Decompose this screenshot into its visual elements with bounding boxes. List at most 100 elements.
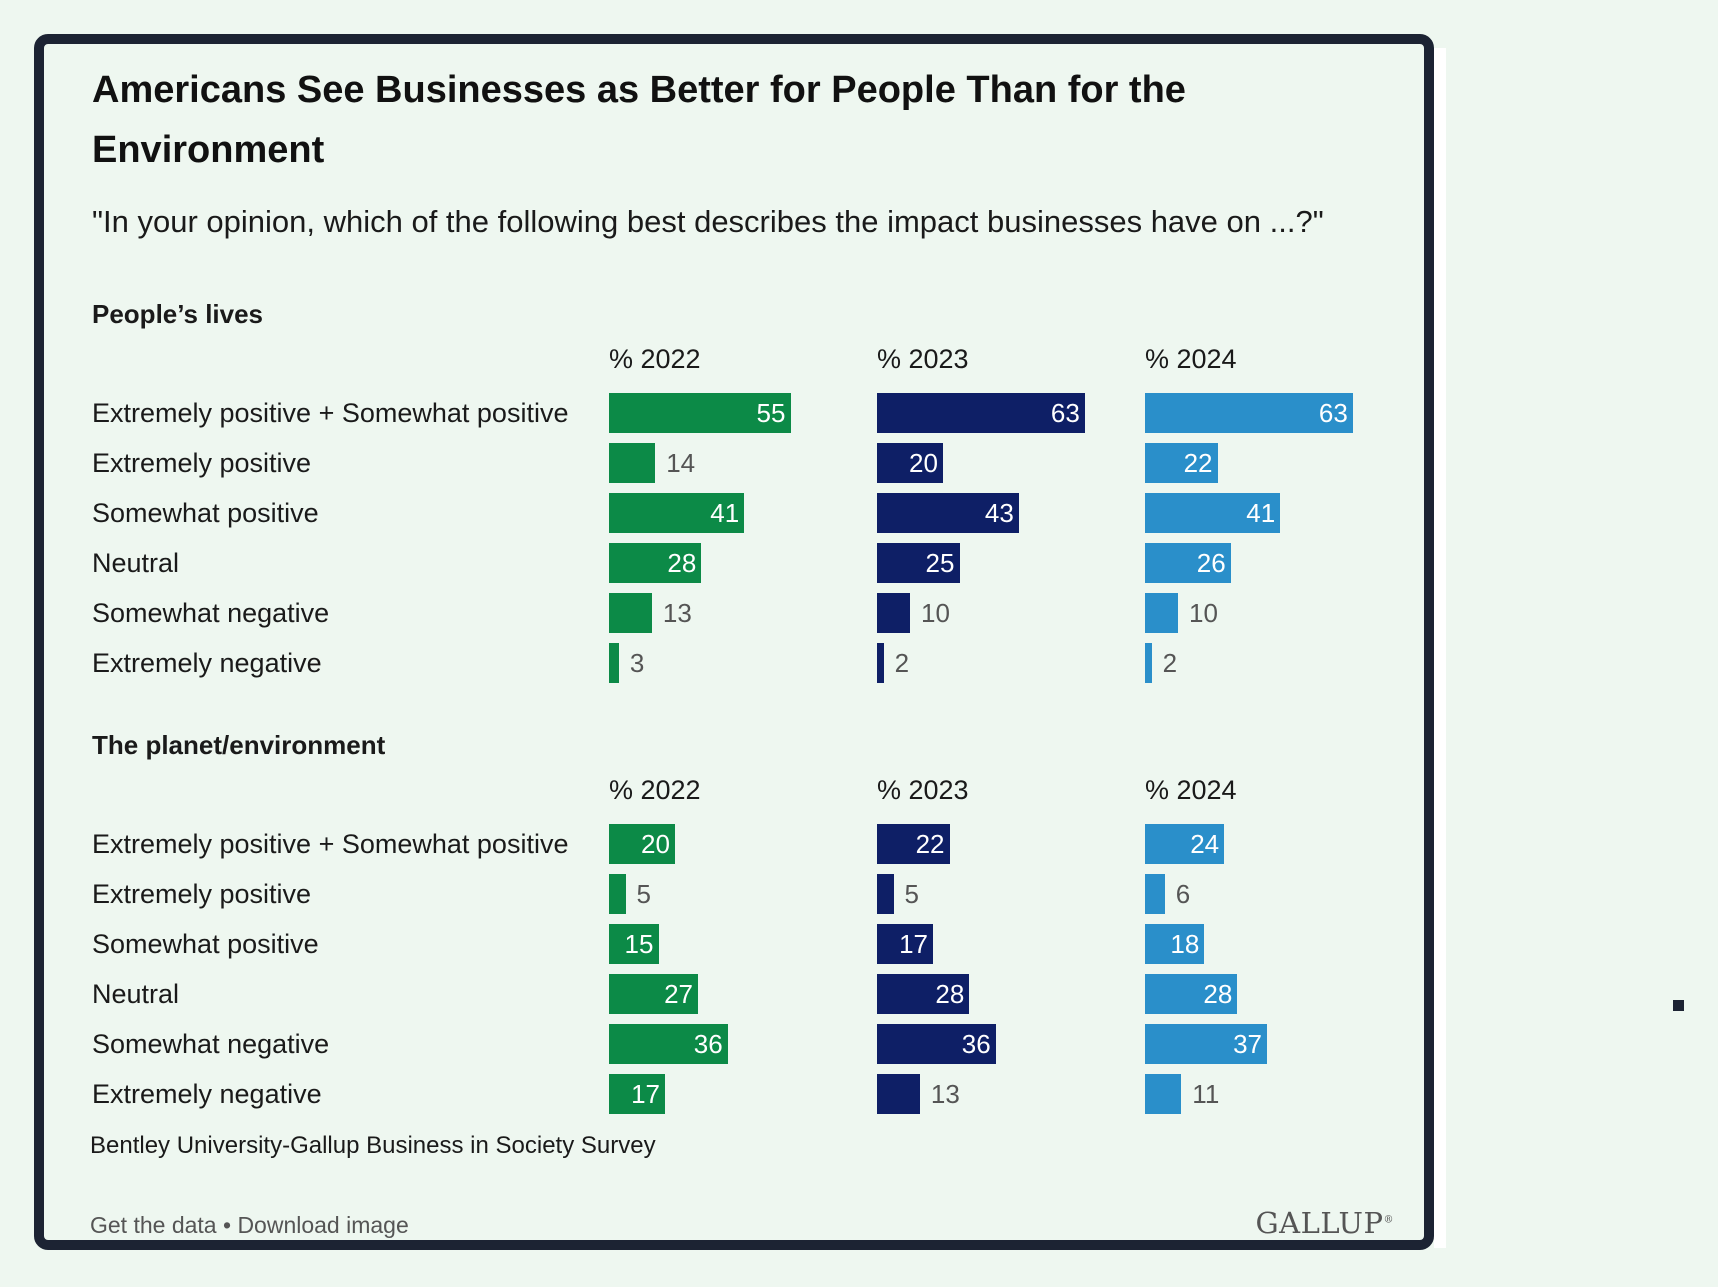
bar-value-label: 2 — [894, 648, 910, 678]
column-header-2023: % 2023 — [877, 344, 969, 374]
section-title: People’s lives — [92, 299, 264, 329]
bar-value-label: 2 — [1162, 648, 1178, 678]
bar-value-label: 10 — [1189, 598, 1218, 628]
column-header-2024: % 2024 — [1145, 775, 1237, 805]
bar-value-label: 36 — [693, 1029, 723, 1059]
logo-mark: ® — [1383, 1214, 1394, 1226]
bar-value-label: 20 — [641, 829, 670, 859]
bar-2023 — [877, 974, 970, 1014]
category-label: Neutral — [92, 548, 180, 578]
download-image-link[interactable]: Download image — [237, 1212, 409, 1238]
category-label: Somewhat positive — [92, 929, 319, 959]
chart-title: Americans See Businesses as Better for P… — [92, 69, 1186, 171]
bar-2022 — [609, 974, 699, 1014]
bar-value-label: 18 — [1170, 929, 1200, 959]
bar-value-label: 3 — [629, 648, 645, 678]
bar-value-label: 22 — [1183, 448, 1213, 478]
bar-value-label: 36 — [961, 1029, 991, 1059]
bar-2022 — [609, 1074, 666, 1114]
category-label: Somewhat negative — [92, 598, 330, 628]
category-label: Somewhat negative — [92, 1029, 330, 1059]
bar-2024 — [1145, 393, 1353, 433]
bar-value-label: 13 — [930, 1079, 960, 1109]
bar-value-label: 27 — [664, 979, 694, 1009]
bar-2024 — [1145, 1074, 1182, 1114]
bar-2024 — [1145, 443, 1218, 483]
bar-2022 — [609, 443, 656, 483]
chart-card: Americans See Businesses as Better for P… — [34, 34, 1434, 1250]
bar-value-label: 24 — [1190, 829, 1220, 859]
bar-2024 — [1145, 593, 1178, 633]
source-note: Bentley University-Gallup Business in So… — [90, 1132, 656, 1159]
bar-value-label: 37 — [1233, 1029, 1263, 1059]
side-strip — [1434, 48, 1446, 1248]
bar-2023 — [877, 824, 950, 864]
bar-value-label: 55 — [756, 398, 786, 428]
bar-value-label: 28 — [1203, 979, 1233, 1009]
bar-value-label: 26 — [1196, 548, 1226, 578]
bar-value-label: 10 — [921, 598, 950, 628]
column-header-2024: % 2024 — [1145, 344, 1237, 374]
bar-2024 — [1145, 643, 1152, 683]
bar-2023 — [877, 393, 1085, 433]
bar-2022 — [609, 824, 675, 864]
category-label: Extremely positive — [92, 879, 312, 909]
bar-2023 — [877, 493, 1019, 533]
bar-value-label: 5 — [904, 879, 919, 909]
bar-2022 — [609, 543, 702, 583]
bar-2024 — [1145, 924, 1205, 964]
bar-2022 — [609, 874, 626, 914]
bar-value-label: 41 — [710, 498, 740, 528]
bar-value-label: 22 — [915, 829, 945, 859]
bar-value-label: 25 — [925, 548, 955, 578]
category-label: Extremely negative — [92, 648, 322, 678]
bar-value-label: 63 — [1318, 398, 1348, 428]
bar-value-label: 15 — [624, 929, 654, 959]
bar-value-label: 28 — [935, 979, 965, 1009]
bar-2023 — [877, 874, 894, 914]
bar-value-label: 5 — [636, 879, 651, 909]
bar-value-label: 63 — [1050, 398, 1080, 428]
section-title: The planet/environment — [92, 730, 386, 760]
bar-value-label: 11 — [1192, 1079, 1220, 1109]
bar-2022 — [609, 643, 619, 683]
bar-value-label: 14 — [666, 448, 696, 478]
bar-2023 — [877, 443, 943, 483]
bar-value-label: 13 — [662, 598, 692, 628]
bar-value-label: 6 — [1175, 879, 1191, 909]
get-data-link[interactable]: Get the data — [90, 1212, 217, 1238]
bar-value-label: 20 — [909, 448, 938, 478]
bar-value-label: 41 — [1246, 498, 1276, 528]
column-header-2022: % 2022 — [609, 775, 701, 805]
bar-2022 — [609, 1024, 728, 1064]
bar-2022 — [609, 393, 791, 433]
bar-2023 — [877, 1074, 920, 1114]
column-header-2023: % 2023 — [877, 775, 969, 805]
bar-2022 — [609, 593, 652, 633]
category-label: Extremely positive + Somewhat positive — [92, 829, 569, 859]
gallup-logo: GALLUP® — [1256, 1206, 1395, 1240]
footer-links: Get the data • Download image — [90, 1212, 409, 1239]
bar-2023 — [877, 643, 884, 683]
bar-value-label: 17 — [631, 1079, 661, 1109]
logo-text: GALLUP — [1255, 1206, 1384, 1240]
bar-2024 — [1145, 874, 1165, 914]
bar-2023 — [877, 924, 934, 964]
bar-value-label: 17 — [899, 929, 929, 959]
category-label: Extremely negative — [92, 1079, 322, 1109]
bar-2023 — [877, 1024, 996, 1064]
bar-2023 — [877, 593, 910, 633]
bar-2022 — [609, 493, 745, 533]
bar-2024 — [1145, 974, 1238, 1014]
category-label: Extremely positive — [92, 448, 312, 478]
corner-dot — [1673, 1000, 1684, 1011]
category-label: Neutral — [92, 979, 180, 1009]
bar-2024 — [1145, 1024, 1268, 1064]
bar-2024 — [1145, 824, 1225, 864]
bar-value-label: 43 — [984, 498, 1014, 528]
category-label: Extremely positive + Somewhat positive — [92, 398, 569, 428]
chart-subtitle: "In your opinion, which of the following… — [92, 204, 1324, 239]
column-header-2022: % 2022 — [609, 344, 701, 374]
category-label: Somewhat positive — [92, 498, 319, 528]
bar-2024 — [1145, 543, 1231, 583]
